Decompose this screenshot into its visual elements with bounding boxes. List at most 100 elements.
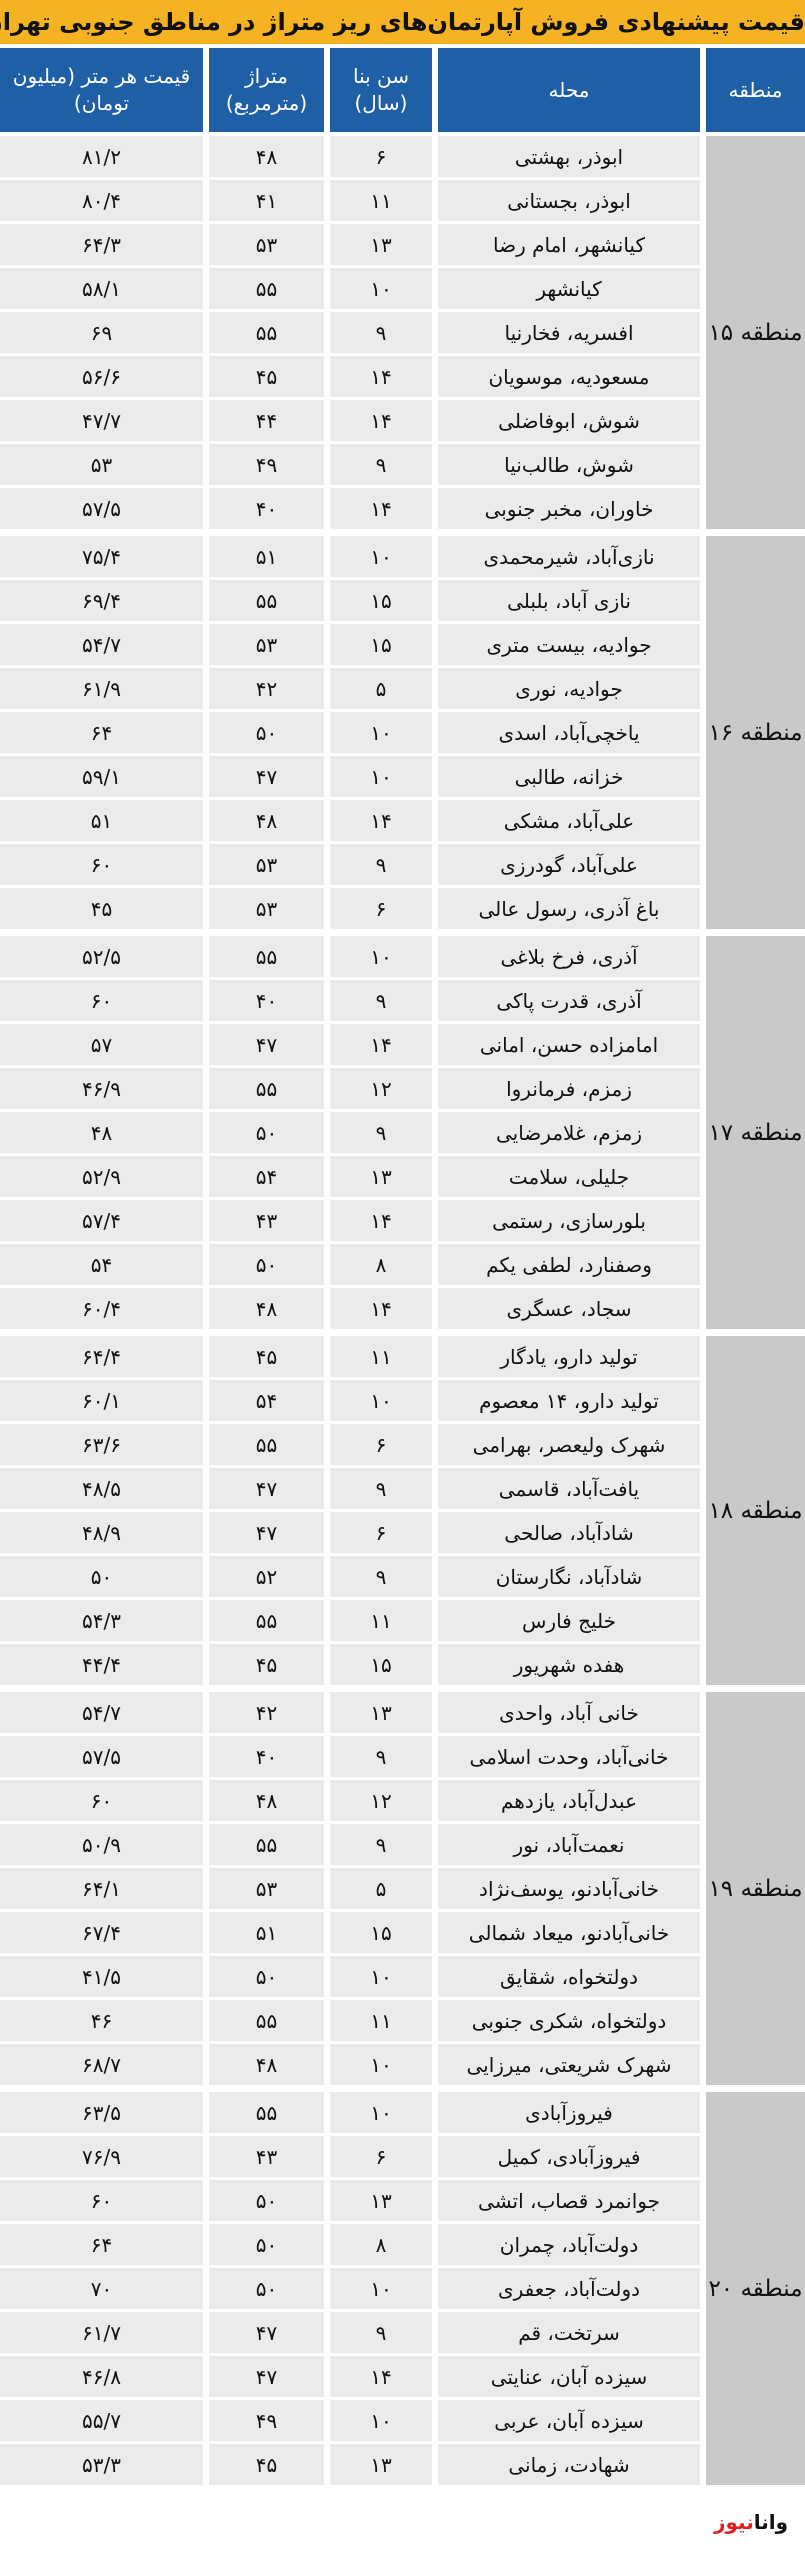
cell-area: ۵۰ [209, 2180, 324, 2221]
cell-price: ۵۲/۹ [0, 1156, 203, 1197]
cell-price: ۴۸/۹ [0, 1512, 203, 1553]
cell-age: ۹ [330, 2312, 432, 2353]
cell-price: ۶۹/۴ [0, 580, 203, 621]
cell-price: ۶۴/۳ [0, 224, 203, 265]
cell-age: ۱۰ [330, 536, 432, 577]
cell-price: ۷۰ [0, 2268, 203, 2309]
cell-price: ۵۱ [0, 800, 203, 841]
cell-price: ۷۵/۴ [0, 536, 203, 577]
cell-area: ۴۸ [209, 1288, 324, 1329]
cell-neighborhood: خانی‌آباد، وحدت اسلامی [438, 1736, 700, 1777]
cell-area: ۴۸ [209, 136, 324, 177]
cell-price: ۵۴/۷ [0, 624, 203, 665]
cell-neighborhood: سیزده آبان، عربی [438, 2400, 700, 2441]
cell-age: ۱۴ [330, 488, 432, 529]
cell-area: ۵۳ [209, 624, 324, 665]
cell-area: ۴۵ [209, 356, 324, 397]
header-price: قیمت هر متر (میلیون تومان) [0, 48, 203, 132]
cell-neighborhood: آذری، قدرت پاکی [438, 980, 700, 1021]
cell-price: ۵۴ [0, 1244, 203, 1285]
cell-area: ۵۵ [209, 936, 324, 977]
table-header: منطقه محله سن بنا (سال) متراژ (مترمربع) … [0, 48, 805, 132]
cell-area: ۴۵ [209, 2444, 324, 2485]
cell-neighborhood: تولید دارو، یادگار [438, 1336, 700, 1377]
cell-area: ۴۷ [209, 2356, 324, 2397]
cell-area: ۵۰ [209, 1244, 324, 1285]
cell-price: ۴۴/۴ [0, 1644, 203, 1685]
cell-price: ۶۴ [0, 712, 203, 753]
cell-price: ۶۴/۴ [0, 1336, 203, 1377]
cell-price: ۶۰/۱ [0, 1380, 203, 1421]
cell-neighborhood: مسعودیه، موسویان [438, 356, 700, 397]
cell-neighborhood: فیروزآبادی [438, 2092, 700, 2133]
cell-neighborhood: نازی آباد، بلبلی [438, 580, 700, 621]
cell-area: ۴۸ [209, 1780, 324, 1821]
cell-neighborhood: فیروزآبادی، کمیل [438, 2136, 700, 2177]
cell-area: ۵۰ [209, 1956, 324, 1997]
cell-area: ۵۵ [209, 268, 324, 309]
cell-age: ۱۰ [330, 2268, 432, 2309]
cell-area: ۵۵ [209, 580, 324, 621]
cell-neighborhood: علی‌آباد، مشکی [438, 800, 700, 841]
cell-price: ۵۵/۷ [0, 2400, 203, 2441]
cell-area: ۵۳ [209, 1868, 324, 1909]
cell-neighborhood: وصفنارد، لطفی یکم [438, 1244, 700, 1285]
cell-neighborhood: دولتخواه، شکری جنوبی [438, 2000, 700, 2041]
cell-neighborhood: عبدل‌آباد، یازدهم [438, 1780, 700, 1821]
cell-age: ۱۱ [330, 1600, 432, 1641]
cell-neighborhood: بلورسازی، رستمی [438, 1200, 700, 1241]
cell-price: ۶۰/۴ [0, 1288, 203, 1329]
cell-neighborhood: ابوذر، بجستانی [438, 180, 700, 221]
cell-neighborhood: خانی‌آبادنو، یوسف‌نژاد [438, 1868, 700, 1909]
cell-neighborhood: کیانشهر [438, 268, 700, 309]
cell-area: ۵۵ [209, 1424, 324, 1465]
cell-age: ۱۳ [330, 2180, 432, 2221]
cell-age: ۱۰ [330, 1956, 432, 1997]
header-zone: منطقه [706, 48, 805, 132]
cell-area: ۵۵ [209, 312, 324, 353]
zone-cell: منطقه ۱۵ [706, 136, 805, 529]
cell-neighborhood: یافت‌آباد، قاسمی [438, 1468, 700, 1509]
cell-area: ۵۳ [209, 224, 324, 265]
cell-price: ۶۰ [0, 844, 203, 885]
cell-age: ۱۰ [330, 1380, 432, 1421]
cell-age: ۱۳ [330, 2444, 432, 2485]
cell-age: ۱۵ [330, 1644, 432, 1685]
cell-neighborhood: آذری، فرخ بلاغی [438, 936, 700, 977]
cell-neighborhood: کیانشهر، امام رضا [438, 224, 700, 265]
cell-age: ۸ [330, 2224, 432, 2265]
cell-area: ۴۵ [209, 1336, 324, 1377]
cell-area: ۴۲ [209, 668, 324, 709]
cell-price: ۴۷/۷ [0, 400, 203, 441]
cell-age: ۶ [330, 2136, 432, 2177]
cell-neighborhood: شهادت، زمانی [438, 2444, 700, 2485]
cell-price: ۵۶/۶ [0, 356, 203, 397]
cell-neighborhood: ابوذر، بهشتی [438, 136, 700, 177]
cell-age: ۱۱ [330, 1336, 432, 1377]
cell-neighborhood: جوادیه، بیست متری [438, 624, 700, 665]
cell-age: ۶ [330, 136, 432, 177]
cell-age: ۱۱ [330, 180, 432, 221]
cell-price: ۵۷/۴ [0, 1200, 203, 1241]
cell-price: ۵۰ [0, 1556, 203, 1597]
cell-age: ۱۴ [330, 1288, 432, 1329]
cell-neighborhood: خزانه، طالبی [438, 756, 700, 797]
cell-neighborhood: شادآباد، صالحی [438, 1512, 700, 1553]
cell-age: ۱۰ [330, 268, 432, 309]
cell-price: ۵۹/۱ [0, 756, 203, 797]
cell-neighborhood: جوادیه، نوری [438, 668, 700, 709]
cell-price: ۴۶/۹ [0, 1068, 203, 1109]
cell-neighborhood: جلیلی، سلامت [438, 1156, 700, 1197]
cell-age: ۱۱ [330, 2000, 432, 2041]
cell-neighborhood: دولت‌آباد، جعفری [438, 2268, 700, 2309]
cell-area: ۴۹ [209, 444, 324, 485]
cell-neighborhood: تولید دارو، ۱۴ معصوم [438, 1380, 700, 1421]
cell-age: ۹ [330, 1468, 432, 1509]
cell-price: ۶۴/۱ [0, 1868, 203, 1909]
cell-area: ۵۴ [209, 1156, 324, 1197]
cell-age: ۹ [330, 312, 432, 353]
cell-area: ۴۷ [209, 1024, 324, 1065]
cell-price: ۶۰ [0, 1780, 203, 1821]
cell-area: ۴۳ [209, 1200, 324, 1241]
cell-age: ۱۴ [330, 356, 432, 397]
